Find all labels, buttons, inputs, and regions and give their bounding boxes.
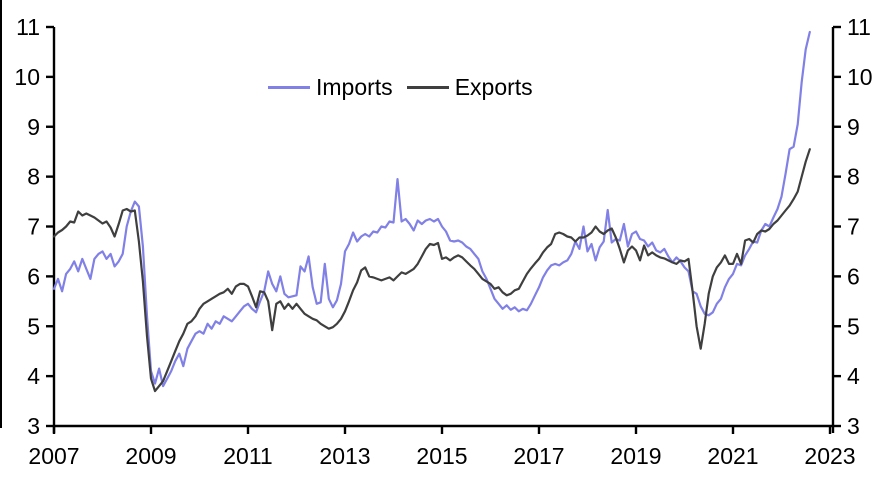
y-tick-label-right: 9 (847, 114, 860, 140)
y-tick-label-left: 8 (27, 164, 40, 190)
x-tick-label: 2015 (416, 443, 467, 469)
y-tick-label-left: 10 (14, 64, 40, 90)
y-tick-label-right: 10 (847, 64, 873, 90)
x-tick-label: 2009 (125, 443, 176, 469)
imports-line-swatch (268, 86, 310, 89)
y-tick-label-right: 11 (847, 14, 871, 40)
chart-legend: Imports Exports (268, 74, 533, 101)
page-left-edge-line (0, 0, 2, 428)
x-tick-label: 2007 (28, 443, 79, 469)
y-tick-label-right: 5 (847, 313, 860, 339)
x-tick-label: 2023 (804, 443, 855, 469)
x-tick-label: 2011 (223, 443, 272, 469)
x-tick-label: 2021 (707, 443, 758, 469)
x-tick-label: 2017 (513, 443, 564, 469)
imports-line (52, 30, 811, 388)
imports-legend-label: Imports (316, 74, 393, 100)
exports-line (52, 148, 811, 393)
exports-line-swatch (406, 86, 449, 89)
y-tick-label-right: 7 (847, 214, 860, 240)
x-tick-label: 2013 (319, 443, 370, 469)
x-tick-label: 2019 (610, 443, 661, 469)
legend-item-imports: Imports (268, 74, 393, 101)
y-tick-label-left: 6 (27, 263, 40, 289)
y-tick-label-right: 8 (847, 164, 860, 190)
legend-item-exports: Exports (406, 74, 533, 101)
y-tick-label-left: 9 (27, 114, 40, 140)
exports-legend-label: Exports (454, 74, 533, 100)
y-tick-label-left: 3 (27, 413, 40, 439)
y-tick-label-right: 4 (847, 363, 860, 389)
y-tick-label-right: 3 (847, 413, 860, 439)
y-tick-label-left: 11 (16, 14, 40, 40)
y-tick-label-left: 4 (27, 363, 40, 389)
y-tick-label-left: 5 (27, 313, 40, 339)
y-tick-label-left: 7 (27, 214, 40, 240)
y-tick-label-right: 6 (847, 263, 860, 289)
